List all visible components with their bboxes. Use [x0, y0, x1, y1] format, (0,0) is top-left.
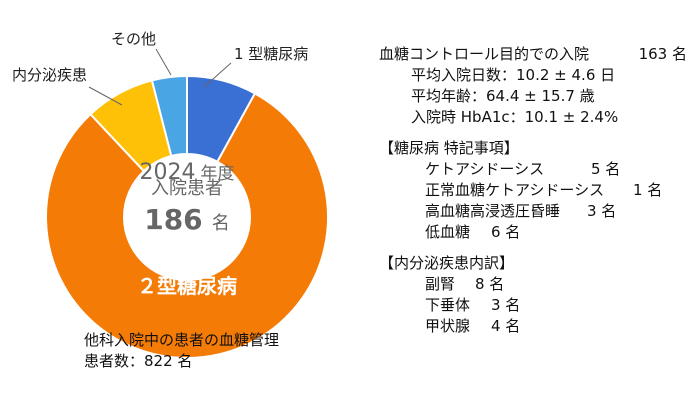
endocrine-item-label-2: 下垂体	[425, 296, 471, 314]
diabetes-item-value-2: 1 名	[633, 181, 663, 199]
summary-panel: 血糖コントロール目的での入院 163 名 平均入院日数：10.2 ± 4.6 日…	[379, 44, 687, 337]
summary-headline-value: 163 名	[638, 45, 687, 63]
notes-title: 他科入院中の患者の血糖管理	[84, 331, 280, 349]
type1-label: 1 型糖尿病	[234, 45, 308, 63]
center-year: 2024	[139, 160, 195, 185]
diabetes-item-value-4: 6 名	[491, 223, 521, 241]
endocrine-notes-title: 【内分泌疾患内訳】	[379, 254, 515, 272]
endocrine-item-label-3: 甲状腺	[425, 317, 471, 335]
callout-line-type1	[203, 62, 232, 88]
diabetes-item-value-3: 3 名	[587, 202, 617, 220]
diabetes-item-label-4: 低血糖	[425, 223, 471, 241]
diabetes-item-1: ケトアシドーシス 5 名	[379, 159, 687, 180]
diabetes-item-3: 高血糖高浸透圧昏睡 3 名	[379, 201, 687, 222]
endocrine-item-label-1: 副腎	[425, 275, 456, 293]
donut-slice-2	[45, 92, 329, 359]
type2-label: ２型糖尿病	[137, 274, 237, 298]
center-count-suffix: 名	[212, 213, 230, 234]
center-count: 186	[144, 203, 202, 236]
center-label-line2: 入院患者	[151, 178, 223, 199]
diabetes-notes-title: 【糖尿病 特記事項】	[379, 139, 519, 157]
endocrine-label: 内分泌疾患	[12, 66, 87, 84]
endocrine-item-3: 甲状腺 4 名	[379, 316, 687, 337]
summary-row-2: 平均年齢：64.4 ± 15.7 歳	[411, 87, 595, 105]
other-label: その他	[111, 30, 156, 48]
donut-slice-4	[150, 74, 188, 158]
center-label-line3: 186 名	[144, 203, 230, 236]
notes-block: 他科入院中の患者の血糖管理 患者数：822 名	[84, 330, 279, 372]
callout-line-endocrine	[88, 86, 123, 106]
summary-headline-row: 血糖コントロール目的での入院 163 名	[379, 44, 687, 65]
summary-row-3: 入院時 HbA1c：10.1 ± 2.4%	[411, 108, 619, 126]
callout-line-other	[155, 48, 172, 76]
center-year-suffix: 年度	[201, 164, 235, 184]
diabetes-item-2: 正常血糖ケトアシドーシス 1 名	[379, 180, 687, 201]
diabetes-item-4: 低血糖 6 名	[379, 222, 687, 243]
diabetes-item-value-1: 5 名	[591, 160, 621, 178]
endocrine-item-1: 副腎 8 名	[379, 274, 687, 295]
diabetes-item-label-1: ケトアシドーシス	[425, 160, 545, 178]
endocrine-item-2: 下垂体 3 名	[379, 295, 687, 316]
center-label-line1: 2024 年度	[139, 160, 234, 185]
summary-row-1: 平均入院日数：10.2 ± 4.6 日	[411, 66, 616, 84]
endocrine-item-value-2: 3 名	[491, 296, 521, 314]
diabetes-item-label-3: 高血糖高浸透圧昏睡	[425, 202, 561, 220]
summary-headline-label: 血糖コントロール目的での入院	[379, 45, 590, 63]
callout-lines	[88, 48, 232, 106]
endocrine-item-value-3: 4 名	[491, 317, 521, 335]
diabetes-item-label-2: 正常血糖ケトアシドーシス	[425, 181, 605, 199]
endocrine-item-value-1: 8 名	[475, 275, 505, 293]
notes-subtitle: 患者数：822 名	[84, 352, 193, 370]
